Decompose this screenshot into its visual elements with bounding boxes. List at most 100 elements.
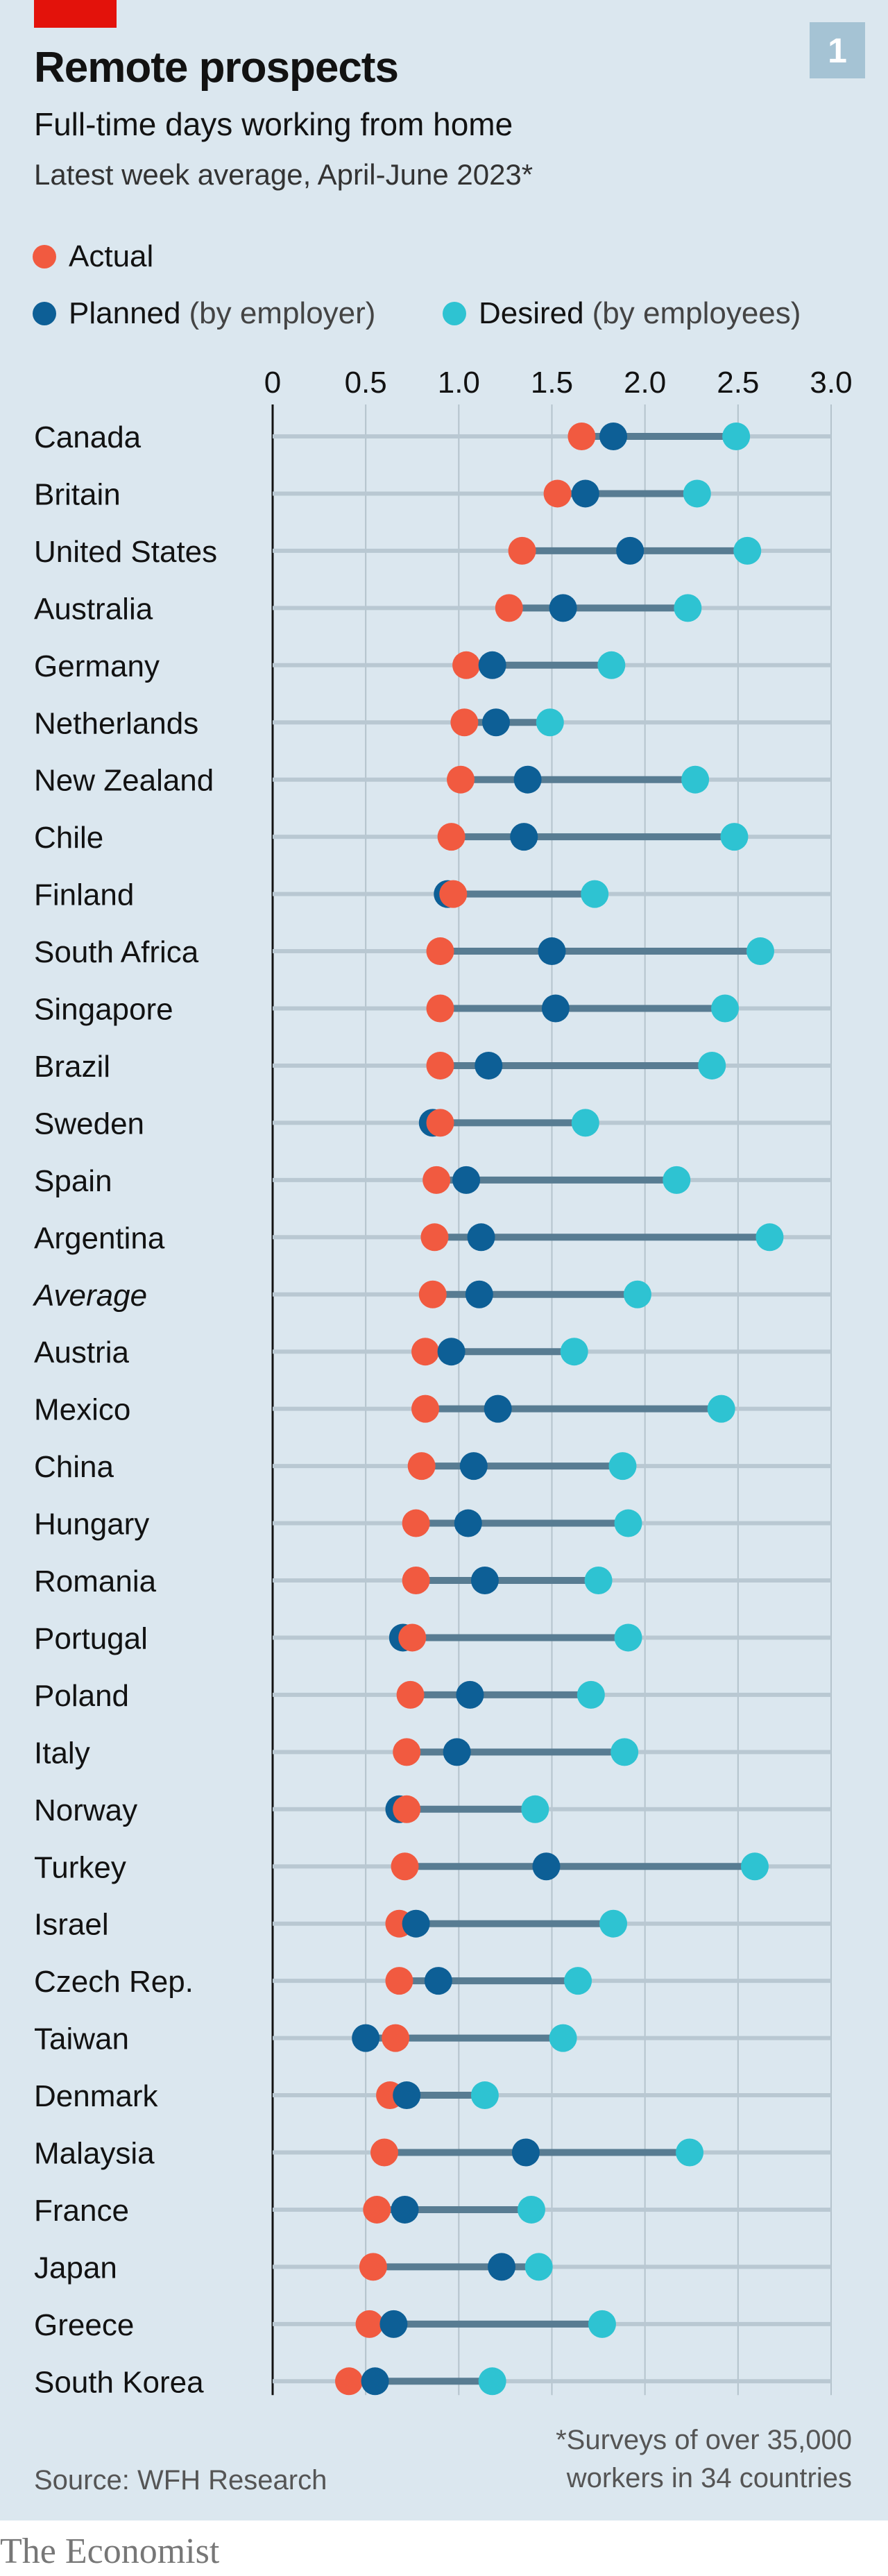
actual-dot: [426, 1109, 454, 1137]
actual-dot: [439, 880, 468, 908]
row-label: Malaysia: [34, 2137, 155, 2171]
row-south-africa: South Africa: [34, 935, 831, 969]
planned-dot: [513, 765, 542, 794]
actual-dot: [407, 1452, 436, 1481]
planned-dot: [475, 1051, 503, 1080]
row-austria: Austria: [34, 1336, 831, 1370]
desired-dot: [614, 1509, 642, 1537]
desired-dot: [581, 880, 609, 908]
actual-dot: [567, 423, 596, 450]
row-label: Turkey: [34, 1850, 126, 1884]
planned-dot: [484, 1394, 512, 1423]
desired-dot: [698, 1051, 726, 1080]
source-note: Source: WFH Research: [34, 2465, 327, 2496]
row-label: Chile: [34, 821, 103, 855]
desired-dot: [614, 1623, 642, 1652]
row-denmark: Denmark: [34, 2079, 831, 2113]
row-label: Spain: [34, 1164, 112, 1198]
planned-dot: [467, 1223, 495, 1252]
row-new-zealand: New Zealand: [34, 764, 831, 798]
desired-dot: [536, 708, 564, 737]
desired-dot: [560, 1338, 588, 1366]
desired-dot: [478, 2367, 506, 2396]
legend-actual: Actual: [33, 239, 153, 274]
actual-dot: [393, 1738, 421, 1766]
legend-desired-label: Desired: [479, 296, 584, 330]
desired-dot: [571, 1109, 599, 1137]
planned-dot: [510, 823, 538, 851]
actual-dot: [508, 536, 536, 565]
actual-dot: [426, 1051, 454, 1080]
economist-logo-text: The Economist: [0, 2532, 220, 2571]
planned-dot: [511, 2138, 540, 2167]
row-italy: Italy: [34, 1736, 831, 1770]
x-tick-label: 3.0: [810, 366, 852, 400]
row-brazil: Brazil: [34, 1050, 831, 1084]
actual-dot: [450, 708, 479, 737]
row-label: Poland: [34, 1679, 129, 1713]
planned-dot: [456, 1680, 484, 1709]
row-label: Argentina: [34, 1221, 165, 1255]
actual-dot: [363, 2195, 391, 2224]
planned-dot: [599, 423, 628, 450]
row-canada: Canada: [34, 420, 831, 454]
row-label: Brazil: [34, 1050, 110, 1084]
planned-dot: [465, 1280, 493, 1308]
row-greece: Greece: [34, 2308, 831, 2342]
planned-dot: [459, 1452, 488, 1481]
row-label: Israel: [34, 1908, 109, 1942]
row-label: Singapore: [34, 993, 173, 1027]
brand-red-bar: [34, 0, 117, 28]
row-label: Canada: [34, 420, 142, 454]
actual-dot: [359, 2253, 387, 2281]
desired-dot: [524, 2253, 553, 2281]
planned-dot: [437, 1338, 466, 1366]
row-label: Austria: [34, 1336, 129, 1370]
chart-subsubtitle: Latest week average, April-June 2023*: [34, 158, 533, 191]
footnote-line-2: workers in 34 countries: [566, 2463, 852, 2493]
row-label: South Korea: [34, 2365, 204, 2399]
x-tick-label: 0: [264, 366, 281, 400]
desired-dot: [517, 2195, 545, 2224]
x-tick-label: 2.0: [624, 366, 666, 400]
dot-range-chart: 0 0.5 1.0 1.5 2.0 2.5 3.0 Canada Britain United S…: [32, 366, 853, 2399]
desired-dot: [746, 937, 775, 966]
desired-dot: [588, 2310, 616, 2338]
row-label: Italy: [34, 1736, 90, 1770]
planned-dot-icon: [33, 302, 56, 325]
planned-dot: [541, 994, 570, 1023]
row-label: Hungary: [34, 1508, 149, 1542]
desired-dot: [755, 1223, 784, 1252]
desired-dot: [733, 536, 762, 565]
desired-dot: [599, 1909, 628, 1938]
desired-dot: [740, 1852, 769, 1881]
row-finland: Finland: [34, 878, 831, 912]
planned-dot: [488, 2253, 516, 2281]
row-label: South Africa: [34, 935, 199, 969]
actual-dot: [370, 2138, 398, 2167]
row-label: Australia: [34, 592, 153, 626]
planned-dot: [352, 2024, 380, 2052]
desired-dot: [521, 1795, 549, 1823]
planned-dot: [361, 2367, 389, 2396]
row-south-korea: South Korea: [34, 2365, 831, 2399]
desired-dot: [470, 2081, 499, 2110]
row-turkey: Turkey: [34, 1850, 831, 1884]
row-label: Germany: [34, 649, 160, 683]
desired-dot: [720, 823, 749, 851]
row-label: Portugal: [34, 1621, 148, 1655]
planned-dot: [538, 937, 566, 966]
row-label: United States: [34, 535, 217, 569]
row-spain: Spain: [34, 1164, 831, 1198]
actual-dot: [495, 594, 523, 622]
desired-dot-icon: [443, 302, 466, 325]
row-label: Taiwan: [34, 2022, 129, 2056]
chart-panel: [0, 0, 888, 2520]
x-tick-label: 1.0: [438, 366, 480, 400]
row-united-states: United States: [34, 535, 831, 569]
row-label: Britain: [34, 477, 121, 511]
actual-dot: [402, 1567, 430, 1594]
actual-dot: [543, 479, 572, 508]
actual-dot: [418, 1280, 447, 1308]
x-tick-label: 0.5: [345, 366, 387, 400]
